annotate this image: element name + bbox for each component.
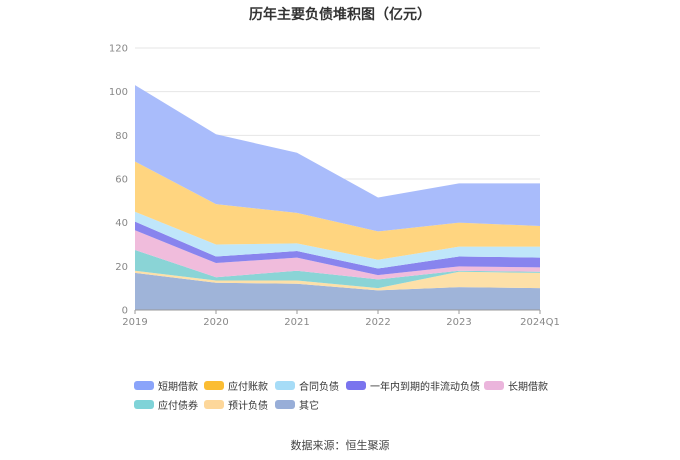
legend-item[interactable]: 应付债券 (134, 397, 198, 412)
y-tick-label: 60 (115, 175, 128, 186)
chart-title: 历年主要负债堆积图（亿元） (249, 7, 431, 23)
area-合同负债 (135, 211, 540, 269)
y-tick-label: 100 (109, 87, 128, 98)
legend-label: 应付债券 (158, 401, 198, 412)
legend-item[interactable]: 合同负债 (275, 378, 339, 393)
stacked-area-chart: 0 20 40 60 80 100 120 2019 2020 2021 2022 2023 2024… (109, 44, 560, 329)
legend-label: 其它 (299, 401, 319, 412)
x-tick-label: 2020 (203, 317, 228, 328)
legend-label: 一年内到期的非流动负债 (370, 382, 480, 393)
legend-swatch (134, 381, 154, 390)
legend-swatch (346, 381, 366, 390)
x-tick-label: 2024Q1 (520, 317, 560, 328)
legend-label: 合同负债 (299, 382, 339, 393)
legend-swatch (275, 400, 295, 409)
x-tick-label: 2021 (284, 317, 309, 328)
area-series (135, 85, 540, 310)
y-tick-label: 40 (115, 218, 128, 229)
legend-item[interactable]: 长期借款 (484, 378, 548, 393)
legend-item[interactable]: 预计负债 (204, 397, 268, 412)
area-短期借款 (135, 85, 540, 232)
legend-item[interactable]: 其它 (275, 397, 319, 412)
area-应付债券 (135, 249, 540, 289)
area-预计负债 (135, 270, 540, 291)
legend-label: 长期借款 (508, 382, 548, 393)
area-一年内到期的非流动负债 (135, 221, 540, 276)
x-tick-label: 2022 (365, 317, 390, 328)
y-tick-label: 120 (109, 44, 128, 55)
legend-item[interactable]: 一年内到期的非流动负债 (346, 378, 480, 393)
legend-swatch (484, 381, 504, 390)
area-长期借款 (135, 230, 540, 280)
legend-label: 短期借款 (158, 382, 198, 393)
y-tick-label: 80 (115, 131, 128, 142)
legend-swatch (204, 400, 224, 409)
y-tick-label: 20 (115, 262, 128, 273)
x-tick-label: 2019 (122, 317, 147, 328)
legend-swatch (275, 381, 295, 390)
x-tick-label: 2023 (446, 317, 471, 328)
y-tick-label: 0 (122, 306, 128, 317)
legend-item[interactable]: 应付账款 (204, 378, 268, 393)
legend-swatch (134, 400, 154, 409)
legend-swatch (204, 381, 224, 390)
axes: 2019 2020 2021 2022 2023 2024Q1 (122, 309, 560, 328)
data-source: 数据来源：恒生聚源 (290, 439, 390, 452)
legend-item[interactable]: 短期借款 (134, 378, 198, 393)
legend-label: 应付账款 (228, 382, 268, 393)
area-应付账款 (135, 161, 540, 260)
legend-label: 预计负债 (228, 401, 268, 412)
area-其它 (135, 272, 540, 310)
